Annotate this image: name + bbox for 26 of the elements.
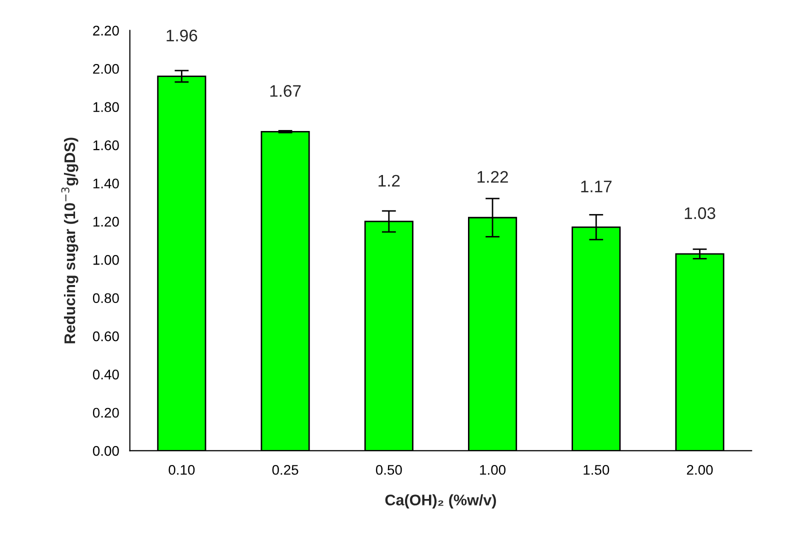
y-tick-label: 0.20 [92,408,119,418]
y-tick-label: 1.60 [93,140,119,150]
x-tick-label: 1.00 [480,464,506,475]
y-tick-label: 0.60 [92,331,119,342]
data-label: 1.17 [581,180,612,192]
x-tick-label: 1.50 [584,464,610,475]
data-label: 1.03 [684,207,716,220]
y-tick-label: 1.40 [93,178,119,188]
x-tick-label: 0.10 [168,464,195,475]
data-label: 1.96 [166,30,198,42]
y-tick-label: 1.00 [93,254,119,265]
data-label: 1.67 [270,85,301,97]
data-label: 1.22 [478,171,508,183]
y-tick-label: 0.80 [92,293,119,304]
y-axis-title: Reducing sugar (10$^{−3}$g/gDS) [61,138,78,344]
y-tick-label: 0.40 [92,370,119,380]
y-tick-label: 2.00 [93,64,119,74]
y-tick-label: 1.80 [93,102,119,112]
x-tick-label: 0.25 [272,464,298,475]
x-tick-label: 0.50 [376,464,402,475]
y-tick-label: 2.20 [93,26,119,36]
x-tick-label: 2.00 [686,464,713,475]
y-tick-label: 0.00 [92,446,119,456]
y-tick-label: 1.20 [93,216,119,227]
x-axis-title: Ca(OH)₂ (%w/v) [385,494,496,508]
data-label: 1.2 [378,174,400,186]
